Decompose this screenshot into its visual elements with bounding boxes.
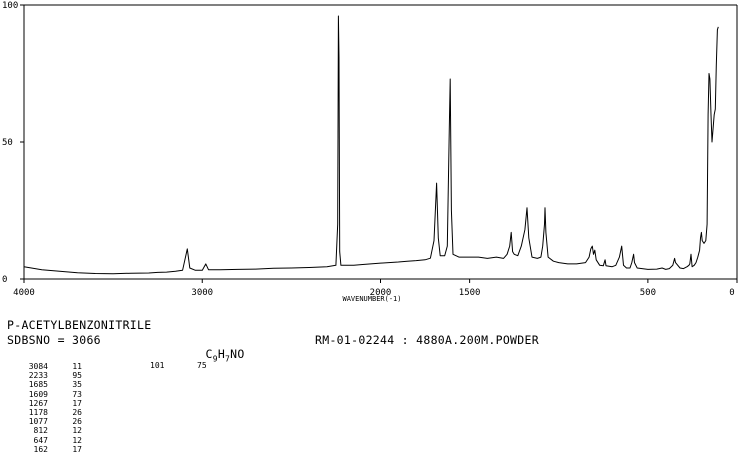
peak-intensity: 26 [72,408,82,418]
extra-number-2: 75 [197,361,207,370]
compound-name: P-ACETYLBENZONITRILE [7,318,152,332]
molecular-formula: C9H7NO [191,333,245,363]
y-tick-label: 0 [2,275,7,285]
x-tick-label: 1500 [459,288,481,298]
peak-row: 1077 26 [24,417,82,426]
formula-text: C9H7NO [205,347,245,364]
peak-row: 1267 17 [24,399,82,408]
peak-intensity: 73 [72,389,82,399]
sdbs-number: SDBSNO = 3066 [7,333,101,347]
peak-wavenumber: 1267 [28,398,48,408]
peak-intensity: 12 [72,426,82,436]
peak-row: 812 12 [24,426,82,435]
peak-row: 3084 11 [24,362,82,371]
peak-row: 2233 95 [24,371,82,380]
peak-wavenumber: 1178 [28,408,48,418]
peak-row: 1685 35 [24,380,82,389]
peak-wavenumber: 3084 [28,362,48,371]
x-tick-label: 0 [729,288,734,298]
peak-table: 3084 11 2233 95 1685 35 1609 73 1267 17 1178 26 1077… [24,362,82,454]
peak-wavenumber: 1685 [28,380,48,390]
peak-wavenumber: 162 [33,444,48,454]
tick-labels: 4000 3000 2000 1500 500 0 0 50 100 [2,1,735,298]
peak-intensity: 11 [72,362,82,371]
y-tick-label: 100 [2,1,18,11]
peak-intensity: 26 [72,417,82,427]
spectrum-line [23,15,719,275]
peak-wavenumber: 1077 [28,417,48,427]
peak-intensity: 95 [72,371,82,381]
x-tick-label: 2000 [370,288,392,298]
peak-row: 1178 26 [24,408,82,417]
spectrum-series [23,15,719,275]
peak-intensity: 35 [72,380,82,390]
peak-row: 162 17 [24,445,82,454]
peak-wavenumber: 812 [33,426,48,436]
y-tick-label: 50 [2,138,13,148]
extra-number-1: 101 [150,361,165,370]
x-tick-label: 3000 [191,288,213,298]
plot-frame [23,4,738,280]
measurement-info: RM-01-02244 : 4880A.200M.POWDER [315,333,539,347]
peak-wavenumber: 2233 [28,371,48,381]
peak-intensity: 17 [72,444,82,454]
peak-row: 647 12 [24,436,82,445]
raman-spectrum-chart: 4000 3000 2000 1500 500 0 0 50 100 WAVENUMBER(-1… [2,1,738,303]
x-axis-title: WAVENUMBER(-1) [342,295,401,303]
peak-intensity: 17 [72,398,82,408]
peak-wavenumber: 647 [33,435,48,445]
peak-row: 1609 73 [24,390,82,399]
x-tick-label: 500 [640,288,656,298]
peak-wavenumber: 1609 [28,389,48,399]
axis-ticks [20,4,738,283]
peak-intensity: 12 [72,435,82,445]
x-tick-label: 4000 [13,288,35,298]
